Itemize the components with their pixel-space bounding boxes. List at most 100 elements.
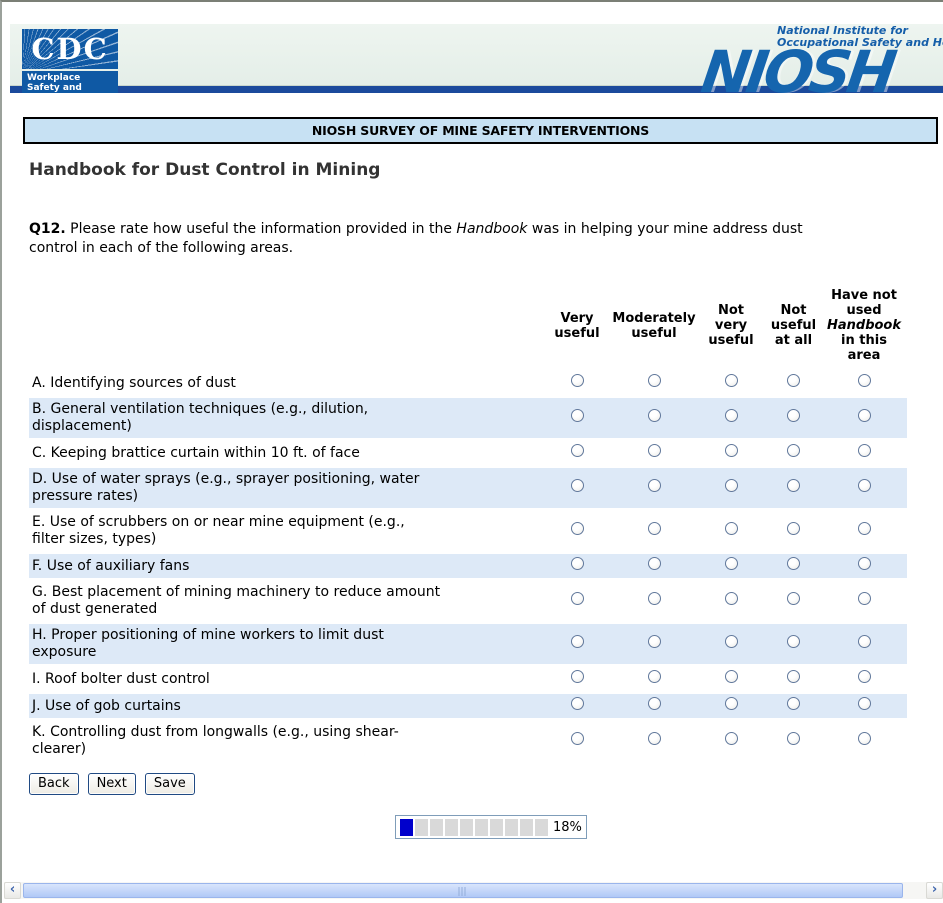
row-I-label: I. Roof bolter dust control — [29, 665, 542, 694]
radio-F-moderately-useful[interactable] — [647, 557, 661, 570]
niosh-logo[interactable]: National Institute for Occupational Safet… — [697, 25, 943, 94]
radio-E-have-not-used[interactable] — [857, 522, 871, 535]
radio-I-moderately-useful[interactable] — [647, 670, 661, 683]
radio-H-very-useful[interactable] — [570, 635, 584, 648]
radio-I-not-useful-at-all[interactable] — [787, 670, 800, 683]
radio-D-moderately-useful[interactable] — [647, 479, 661, 492]
radio-C-not-useful-at-all[interactable] — [787, 444, 800, 457]
radio-cell — [821, 466, 907, 511]
survey-table: Very useful Moderately useful Not very u… — [29, 282, 907, 764]
page-title: Handbook for Dust Control in Mining — [29, 160, 381, 180]
radio-A-very-useful[interactable] — [570, 374, 584, 387]
question-italic-word: Handbook — [456, 221, 528, 237]
next-button[interactable]: Next — [87, 773, 136, 795]
radio-cell — [612, 509, 696, 554]
radio-A-not-very-useful[interactable] — [724, 374, 738, 387]
radio-A-have-not-used[interactable] — [857, 374, 871, 387]
radio-I-have-not-used[interactable] — [857, 670, 871, 683]
radio-cell — [542, 692, 612, 721]
radio-G-not-useful-at-all[interactable] — [787, 592, 800, 605]
radio-G-very-useful[interactable] — [570, 592, 584, 605]
radio-B-not-very-useful[interactable] — [724, 409, 738, 422]
scrollbar-grip-icon — [458, 887, 468, 896]
radio-K-not-very-useful[interactable] — [724, 732, 738, 745]
cdc-label-line2: Safety and Health — [27, 83, 82, 93]
radio-H-moderately-useful[interactable] — [647, 635, 661, 648]
radio-C-moderately-useful[interactable] — [647, 444, 661, 457]
radio-cell — [766, 692, 821, 721]
radio-H-have-not-used[interactable] — [857, 635, 871, 648]
radio-F-have-not-used[interactable] — [857, 557, 871, 570]
radio-B-moderately-useful[interactable] — [647, 409, 661, 422]
header-empty-cell — [29, 282, 542, 371]
niosh-acronym: NIOSH — [697, 38, 897, 93]
radio-E-moderately-useful[interactable] — [647, 522, 661, 535]
survey-title-banner: NIOSH SURVEY OF MINE SAFETY INTERVENTION… — [23, 117, 938, 144]
radio-K-moderately-useful[interactable] — [647, 732, 661, 745]
radio-cell — [766, 579, 821, 624]
row-C-label: C. Keeping brattice curtain within 10 ft… — [29, 439, 542, 468]
radio-G-not-very-useful[interactable] — [724, 592, 738, 605]
radio-I-very-useful[interactable] — [570, 670, 584, 683]
radio-F-very-useful[interactable] — [570, 557, 584, 570]
radio-E-not-useful-at-all[interactable] — [787, 522, 800, 535]
radio-E-not-very-useful[interactable] — [724, 522, 738, 535]
radio-cell — [696, 371, 766, 398]
scroll-left-icon: ‹ — [9, 882, 16, 897]
radio-C-very-useful[interactable] — [570, 444, 584, 457]
table-row-B: B. General ventilation techniques (e.g.,… — [29, 396, 907, 441]
radio-J-not-very-useful[interactable] — [724, 697, 738, 710]
radio-K-very-useful[interactable] — [570, 732, 584, 745]
radio-D-have-not-used[interactable] — [857, 479, 871, 492]
radio-B-have-not-used[interactable] — [857, 409, 871, 422]
row-G-label: G. Best placement of mining machinery to… — [29, 579, 542, 624]
radio-F-not-useful-at-all[interactable] — [787, 557, 800, 570]
radio-H-not-useful-at-all[interactable] — [787, 635, 800, 648]
radio-cell — [612, 396, 696, 441]
radio-C-not-very-useful[interactable] — [724, 444, 738, 457]
radio-F-not-very-useful[interactable] — [724, 557, 738, 570]
radio-B-very-useful[interactable] — [570, 409, 584, 422]
radio-cell — [696, 692, 766, 721]
radio-I-not-very-useful[interactable] — [724, 670, 738, 683]
radio-H-not-very-useful[interactable] — [724, 635, 738, 648]
radio-C-have-not-used[interactable] — [857, 444, 871, 457]
progress-percent: 18% — [553, 819, 582, 835]
radio-E-very-useful[interactable] — [570, 522, 584, 535]
radio-cell — [542, 579, 612, 624]
radio-cell — [696, 396, 766, 441]
save-button[interactable]: Save — [144, 773, 195, 795]
radio-G-have-not-used[interactable] — [857, 592, 871, 605]
radio-J-moderately-useful[interactable] — [647, 697, 661, 710]
header-divider-bar — [10, 86, 943, 93]
scroll-right-button[interactable]: › — [926, 882, 943, 899]
radio-K-not-useful-at-all[interactable] — [787, 732, 800, 745]
table-row-C: C. Keeping brattice curtain within 10 ft… — [29, 439, 907, 468]
question-tail: was in helping your mine address dust co… — [29, 221, 803, 256]
radio-B-not-useful-at-all[interactable] — [787, 409, 800, 422]
radio-A-moderately-useful[interactable] — [647, 374, 661, 387]
progress-segments — [400, 818, 548, 836]
radio-J-have-not-used[interactable] — [857, 697, 871, 710]
back-button[interactable]: Back — [29, 773, 79, 795]
radio-J-very-useful[interactable] — [570, 697, 584, 710]
radio-cell — [612, 692, 696, 721]
scroll-left-button[interactable]: ‹ — [4, 882, 21, 899]
table-row-F: F. Use of auxiliary fans — [29, 552, 907, 581]
radio-D-not-useful-at-all[interactable] — [787, 479, 800, 492]
have-not-used-before: Have not used — [831, 288, 897, 318]
radio-J-not-useful-at-all[interactable] — [787, 697, 800, 710]
scrollbar-thumb[interactable] — [23, 883, 903, 898]
radio-cell — [696, 439, 766, 468]
radio-G-moderately-useful[interactable] — [647, 592, 661, 605]
radio-A-not-useful-at-all[interactable] — [787, 374, 800, 387]
radio-cell — [696, 579, 766, 624]
radio-cell — [542, 509, 612, 554]
radio-cell — [696, 719, 766, 764]
radio-D-not-very-useful[interactable] — [724, 479, 738, 492]
radio-D-very-useful[interactable] — [570, 479, 584, 492]
radio-cell — [542, 622, 612, 667]
radio-K-have-not-used[interactable] — [857, 732, 871, 745]
